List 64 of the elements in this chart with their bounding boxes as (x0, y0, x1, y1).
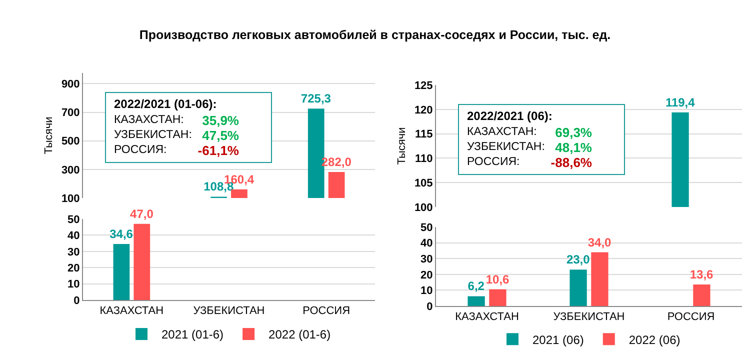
data-label: 34,6 (110, 226, 134, 241)
annotation: 2022/2021 (01-06): (114, 97, 218, 111)
annotation: 48,1% (555, 140, 592, 155)
bar (468, 296, 485, 306)
legend-label: 2021 (01-6) (162, 328, 224, 342)
data-label: 725,3 (300, 92, 332, 106)
bar (489, 289, 506, 306)
y-tick-label: 40 (68, 230, 80, 242)
data-label: 13,6 (690, 268, 714, 282)
x-tick-label: КАЗАХСТАН (455, 311, 519, 324)
legend-label: 2022 (06) (628, 332, 680, 347)
annotation: РОССИЯ: (467, 155, 520, 170)
y-tick-label: 30 (420, 253, 433, 266)
annotation: УЗБЕКИСТАН: (114, 128, 192, 143)
y-tick-label: 0 (74, 294, 80, 307)
y-tick-label: 30 (68, 246, 80, 258)
y-axis-title: Тысячи (43, 116, 56, 154)
y-tick-label: 500 (61, 136, 80, 148)
y-tick-label: 10 (68, 278, 80, 291)
y-tick-label: 40 (420, 238, 433, 250)
annotation: КАЗАХСТАН: (114, 113, 184, 128)
data-label: 10,6 (486, 272, 510, 286)
chart-title: Производство легковых автомобилей в странах-соседях и России, тыс. ед. (138, 28, 612, 42)
y-tick-label: 100 (414, 202, 433, 214)
y-tick-label: 10 (420, 285, 433, 298)
data-label: 119,4 (665, 95, 696, 110)
x-tick-label: УЗБЕКИСТАН (193, 305, 265, 318)
y-tick-label: 125 (414, 80, 433, 92)
x-tick-label: КАЗАХСТАН (100, 305, 164, 318)
x-tick-label: РОССИЯ (667, 311, 715, 324)
y-tick-label: 20 (420, 269, 433, 282)
data-label: 34,0 (588, 235, 612, 250)
bar (591, 252, 608, 306)
legend-label: 2021 (06) (532, 332, 584, 347)
x-tick-label: РОССИЯ (302, 305, 350, 318)
bar (693, 284, 710, 306)
bar (570, 270, 587, 306)
y-tick-label: 110 (415, 153, 433, 166)
y-tick-label: 0 (426, 300, 433, 313)
y-axis-title: Тысячи (396, 127, 408, 165)
data-label: 23,0 (566, 252, 590, 267)
annotation: РОССИЯ: (114, 143, 167, 158)
annotation: -61,1% (198, 143, 239, 158)
y-tick-label: 115 (415, 128, 433, 141)
annotation: 47,5% (202, 128, 239, 143)
y-tick-label: 900 (61, 78, 80, 91)
y-tick-label: 700 (61, 107, 80, 120)
annotation: УЗБЕКИСТАН: (467, 140, 545, 155)
data-label: 47,0 (130, 206, 154, 221)
annotation: 35,9% (202, 113, 239, 128)
legend-label: 2022 (01-6) (268, 328, 331, 342)
x-tick-label: УЗБЕКИСТАН (553, 311, 625, 324)
y-tick-label: 300 (61, 164, 80, 176)
y-tick-label: 105 (414, 177, 433, 190)
y-tick-label: 120 (414, 104, 433, 116)
y-tick-label: 100 (61, 192, 80, 205)
y-tick-label: 20 (68, 262, 80, 274)
annotation: 2022/2021 (06): (467, 109, 554, 123)
y-tick-label: 50 (68, 214, 80, 226)
annotation: 69,3% (555, 125, 592, 140)
y-tick-label: 50 (420, 222, 433, 234)
annotation: КАЗАХСТАН: (467, 125, 537, 140)
annotation: -88,6% (550, 155, 592, 170)
data-label: 6,2 (468, 279, 485, 294)
